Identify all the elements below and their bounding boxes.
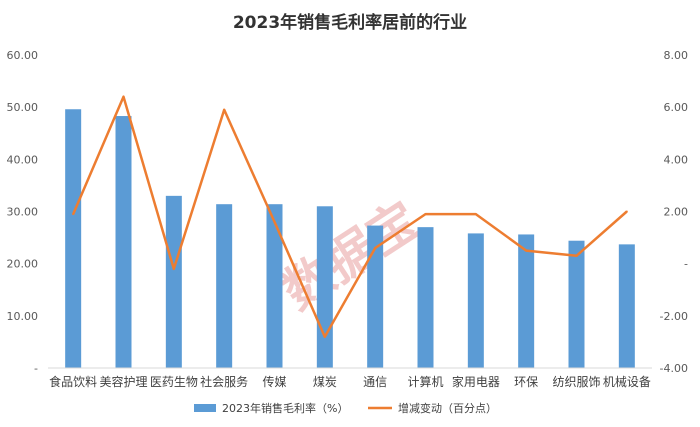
left-tick-label: 60.00 bbox=[7, 49, 39, 62]
category-label: 计算机 bbox=[407, 374, 443, 389]
left-tick-label: 50.00 bbox=[7, 101, 39, 114]
left-tick-label: 10.00 bbox=[7, 310, 39, 323]
right-tick-label: 4.00 bbox=[664, 153, 689, 166]
line-point bbox=[72, 213, 75, 216]
category-label: 通信 bbox=[363, 375, 387, 389]
left-tick-label: - bbox=[34, 362, 38, 375]
category-label: 传媒 bbox=[262, 374, 286, 389]
line-point bbox=[273, 220, 276, 223]
category-label: 社会服务 bbox=[200, 374, 248, 389]
right-tick-label: 8.00 bbox=[664, 49, 689, 62]
left-tick-label: 40.00 bbox=[7, 153, 39, 166]
bar bbox=[266, 204, 283, 368]
legend-line-label: 增减变动（百分点） bbox=[398, 401, 497, 415]
left-y-axis: - 10.00 20.00 30.00 40.00 50.00 60.00 bbox=[7, 49, 39, 375]
bar bbox=[367, 225, 384, 368]
right-y-axis: -4.00-2.00-2.004.006.008.00 bbox=[660, 49, 688, 375]
bar bbox=[115, 116, 132, 368]
line-path bbox=[72, 95, 628, 338]
legend: 2023年销售毛利率（%） 增减变动（百分点） bbox=[194, 401, 497, 415]
bar bbox=[216, 204, 233, 368]
bar bbox=[568, 240, 585, 368]
line-point bbox=[525, 249, 528, 252]
category-label: 煤炭 bbox=[313, 375, 337, 389]
line-point bbox=[474, 213, 477, 216]
left-tick-label: 20.00 bbox=[7, 258, 39, 271]
bar bbox=[417, 227, 434, 368]
line-point bbox=[122, 95, 125, 98]
watermark: 数据宝 bbox=[272, 191, 429, 321]
bar bbox=[65, 109, 82, 369]
bar bbox=[467, 233, 484, 368]
right-tick-label: 6.00 bbox=[664, 101, 689, 114]
left-tick-label: 30.00 bbox=[7, 206, 39, 219]
legend-bar-swatch bbox=[194, 404, 216, 412]
line-point bbox=[172, 267, 175, 270]
category-label: 美容护理 bbox=[99, 374, 147, 389]
line-point bbox=[575, 254, 578, 257]
line-point bbox=[424, 213, 427, 216]
chart-title: 2023年销售毛利率居前的行业 bbox=[233, 12, 467, 33]
right-tick-label: - bbox=[684, 258, 688, 271]
right-tick-label: -4.00 bbox=[660, 362, 688, 375]
bar bbox=[618, 244, 635, 368]
line-point bbox=[625, 210, 628, 213]
line-point bbox=[374, 247, 377, 250]
bar-series bbox=[65, 109, 635, 369]
bar bbox=[518, 234, 535, 368]
watermark-text: 数据宝 bbox=[272, 191, 429, 321]
line-point bbox=[323, 335, 326, 338]
legend-bar-label: 2023年销售毛利率（%） bbox=[222, 401, 348, 415]
right-tick-label: -2.00 bbox=[660, 310, 688, 323]
bar bbox=[316, 206, 333, 368]
line-point bbox=[223, 108, 226, 111]
line-series bbox=[72, 95, 628, 338]
category-label: 食品饮料 bbox=[49, 374, 97, 389]
category-label: 医药生物 bbox=[150, 375, 198, 389]
category-label: 机械设备 bbox=[603, 374, 651, 389]
category-label: 家用电器 bbox=[452, 374, 500, 389]
bar bbox=[165, 195, 182, 368]
category-label: 环保 bbox=[514, 375, 538, 389]
category-label: 纺织服饰 bbox=[552, 375, 600, 389]
x-axis: 食品饮料 美容护理 医药生物 社会服务 传媒 煤炭 通信 计算机 家用电器 环保 纺织服饰 机械设备 bbox=[48, 367, 652, 389]
right-tick-label: 2.00 bbox=[664, 206, 689, 219]
